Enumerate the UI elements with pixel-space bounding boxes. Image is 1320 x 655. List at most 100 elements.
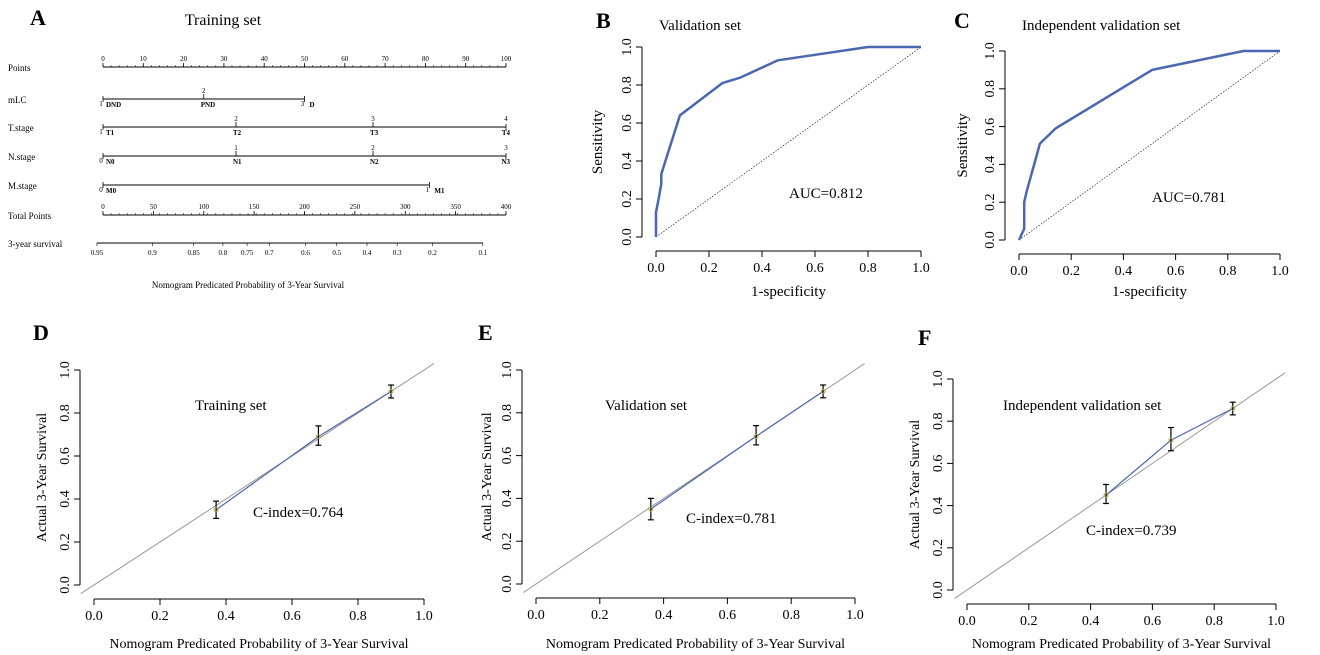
y-tick-label: 0.0 (983, 231, 998, 249)
x-tick-label: 0.6 (1167, 264, 1185, 279)
y-tick-label: 0.2 (620, 190, 635, 208)
nomogram-prob-label: 0.2 (428, 249, 437, 257)
y-tick-label: 0.4 (500, 490, 515, 508)
nomogram-prob-label: 0.1 (478, 249, 487, 257)
x-tick-label: 0.2 (1062, 264, 1080, 279)
x-tick-label: 0.4 (1115, 264, 1133, 279)
nomogram-factor-name: T3 (370, 129, 379, 137)
c-index-annotation: C-index=0.739 (1086, 523, 1177, 539)
x-tick-label: 1.0 (1271, 264, 1289, 279)
x-tick-label: 0.8 (1205, 614, 1223, 629)
calibration-point (1103, 492, 1109, 498)
roc-curve (654, 45, 921, 237)
nomogram-factor-code: 1 (99, 128, 103, 136)
calibration-point (648, 506, 654, 512)
y-tick-label: 1.0 (500, 361, 515, 379)
nomogram-tick-label: 150 (249, 203, 260, 211)
reference-diagonal (655, 46, 922, 238)
x-tick-label: 0.6 (806, 261, 824, 276)
y-tick-label: 0.8 (620, 76, 635, 94)
nomogram-factor-name: T2 (233, 129, 242, 137)
x-tick-label: 0.2 (1020, 614, 1038, 629)
nomogram-factor-name: T1 (106, 129, 115, 137)
x-axis-title: 1-specificity (1112, 284, 1187, 300)
panel-letter-c: C (954, 8, 970, 33)
nomogram-tick-label: 90 (462, 55, 470, 63)
nomogram-prob-label: 0.9 (148, 249, 157, 257)
y-tick-label: 0.6 (58, 447, 73, 465)
y-axis-title: Actual 3-Year Survival (35, 413, 50, 542)
x-tick-label: 0.8 (782, 608, 800, 623)
y-tick-label: 0.0 (500, 575, 515, 593)
x-tick-label: 0.0 (85, 609, 103, 624)
nomogram-prob-label: 0.8 (219, 249, 228, 257)
x-tick-label: 0.8 (1219, 264, 1237, 279)
y-tick-label: 0.0 (931, 581, 946, 599)
y-axis-title: Actual 3-Year Survival (908, 420, 923, 549)
nomogram-factor-name: N1 (233, 158, 242, 166)
y-tick-label: 0.8 (58, 404, 73, 422)
y-axis-title: Sensitivity (955, 113, 971, 178)
y-tick-label: 0.2 (500, 532, 515, 550)
x-tick-label: 0.0 (527, 608, 545, 623)
x-tick-label: 0.0 (958, 614, 976, 629)
y-tick-label: 1.0 (620, 38, 635, 56)
nomogram-tick-label: 80 (422, 55, 430, 63)
roc-curve (1017, 49, 1280, 241)
x-tick-label: 0.2 (591, 608, 609, 623)
x-tick-label: 1.0 (415, 609, 433, 624)
nomogram-tick-label: 50 (301, 55, 309, 63)
nomogram-tick-label: 100 (199, 203, 210, 211)
nomogram-factor-name: M0 (106, 187, 117, 195)
nomogram-factor-name: PND (201, 101, 215, 109)
calibration-chart-training: 0.0 0.2 0.4 0.6 0.8 1.0 0.0 0.2 0.4 0.6 0.8 1.0 Nomo… (35, 361, 435, 652)
x-tick-label: 0.8 (349, 609, 367, 624)
nomogram-tick-label: 300 (400, 203, 411, 211)
nomogram-prob-label: 0.5 (332, 249, 341, 257)
y-tick-label: 0.2 (983, 193, 998, 211)
nomogram-factor-code: 3 (301, 100, 305, 108)
y-tick-label: 0.0 (58, 576, 73, 594)
auc-annotation: AUC=0.812 (789, 186, 863, 202)
calibration-point (388, 389, 394, 394)
x-tick-label: 0.4 (1082, 614, 1100, 629)
calibration-point (315, 434, 321, 440)
c-index-annotation: C-index=0.781 (686, 511, 777, 527)
roc-chart-validation: 0.0 0.2 0.4 0.6 0.8 1.0 0.0 0.2 0.4 0.6 0.8 1.0 1-sp… (590, 38, 930, 300)
nomogram-row-label: Points (8, 63, 31, 73)
nomogram-tick-label: 60 (341, 55, 349, 63)
y-tick-label: 0.6 (983, 118, 998, 136)
nomogram-factor-code: 1 (426, 186, 430, 194)
roc-chart-independent: 0.0 0.2 0.4 0.6 0.8 1.0 0.0 0.2 0.4 0.6 0.8 1.0 1-sp… (955, 42, 1289, 300)
nomogram-tick-label: 40 (261, 55, 269, 63)
x-axis-title: Nomogram Predicated Probability of 3-Yea… (546, 637, 845, 652)
calibration-training-title: Training set (195, 398, 267, 414)
nomogram-row-label: 3-year survival (8, 239, 63, 249)
nomogram-tick-label: 50 (150, 203, 158, 211)
x-tick-label: 0.6 (283, 609, 301, 624)
y-axis-title: Actual 3-Year Survival (480, 412, 495, 541)
nomogram-tick-label: 30 (220, 55, 228, 63)
x-axis-title: Nomogram Predicated Probability of 3-Yea… (972, 637, 1271, 652)
nomogram-prob-label: 0.7 (265, 249, 274, 257)
nomogram-factor-name: N0 (106, 158, 115, 166)
y-tick-label: 0.8 (983, 80, 998, 98)
y-tick-label: 0.4 (983, 156, 998, 174)
nomogram-title: Training set (185, 12, 262, 29)
y-tick-label: 0.6 (931, 455, 946, 473)
y-tick-label: 0.8 (500, 404, 515, 422)
nomogram-tick-label: 250 (350, 203, 361, 211)
nomogram-factor-name: N2 (370, 158, 379, 166)
nomogram-prob-label: 0.75 (241, 249, 254, 257)
y-tick-label: 0.4 (620, 152, 635, 170)
panel-letter-b: B (596, 8, 611, 33)
nomogram-factor-code: 0 (99, 157, 103, 165)
x-tick-label: 0.4 (753, 261, 771, 276)
y-tick-label: 1.0 (983, 42, 998, 60)
nomogram-tick-label: 0 (101, 55, 105, 63)
panel-letter-e: E (478, 320, 493, 345)
nomogram-row-label: T.stage (8, 123, 34, 133)
nomogram-factor-code: 3 (371, 115, 375, 123)
calibration-chart-validation: 0.0 0.2 0.4 0.6 0.8 1.00.00.20.40.60.81.0Nomo… (480, 361, 865, 652)
